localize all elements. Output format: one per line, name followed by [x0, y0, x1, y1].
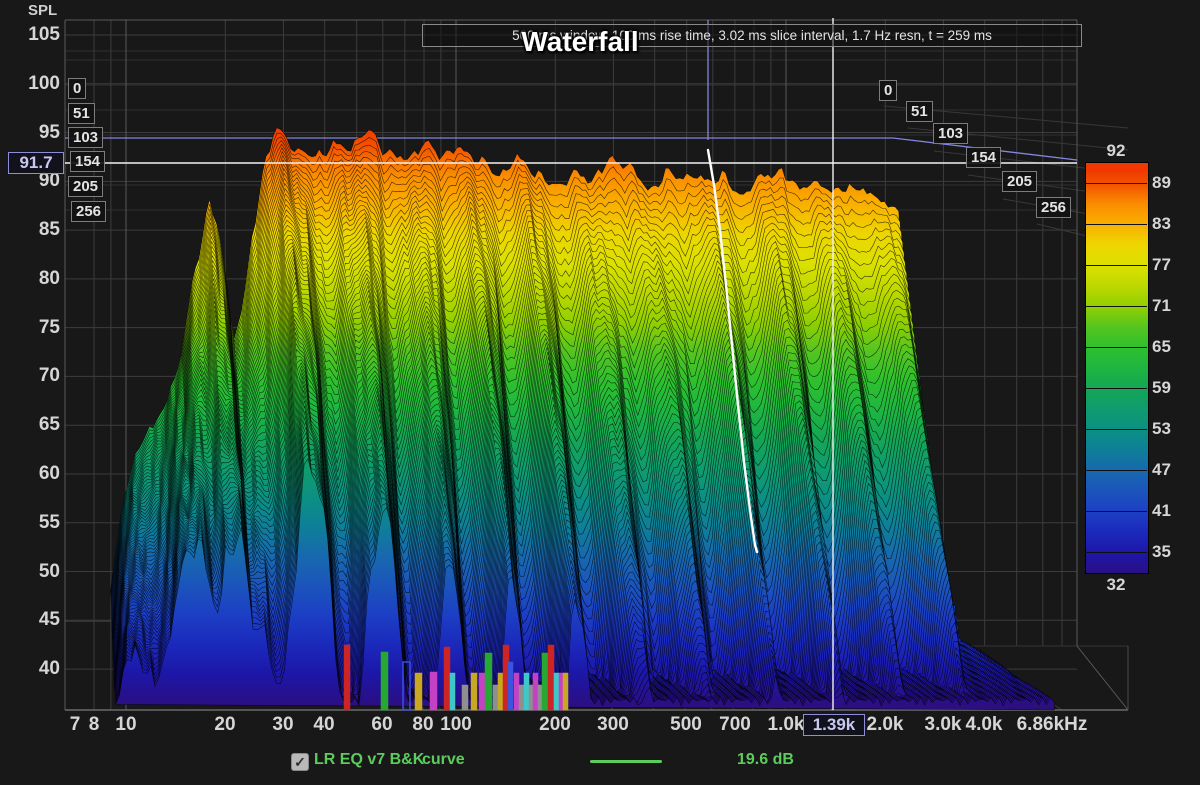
freq-tick-3.0k: 3.0k [924, 714, 962, 735]
freq-tick-40: 40 [313, 714, 335, 735]
color-scale-bar [1085, 162, 1149, 574]
freq-tick-2.0k: 2.0k [866, 714, 904, 735]
colorbar-label-53: 53 [1152, 418, 1171, 438]
colorbar-label-59: 59 [1152, 377, 1171, 397]
analysis-settings-bar: 500 ms window, 100 ms rise time, 3.02 ms… [422, 24, 1082, 47]
spl-tick-75: 75 [38, 316, 60, 338]
legend-line-swatch [590, 760, 662, 763]
colorbar-tick-65 [1085, 346, 1147, 348]
measurement-name[interactable]: LR EQ v7 B&K [314, 751, 425, 768]
freq-tick-300: 300 [597, 714, 629, 735]
freq-tick-10: 10 [115, 714, 137, 735]
colorbar-label-83: 83 [1152, 213, 1171, 233]
freq-tick-20: 20 [214, 714, 236, 735]
time-tick-right-103: 103 [933, 123, 969, 144]
colorbar-tick-41 [1085, 510, 1147, 512]
spl-tick-55: 55 [38, 511, 60, 533]
freq-tick-30: 30 [272, 714, 294, 735]
colorbar-label-89: 89 [1152, 172, 1171, 192]
time-tick-right-154: 154 [966, 147, 1002, 168]
legend-bar: ✓ LR EQ v7 B&K curve 19.6 dB [0, 745, 1200, 781]
spl-tick-40: 40 [38, 658, 60, 680]
spl-tick-105: 105 [28, 24, 60, 45]
colorbar-label-71: 71 [1152, 295, 1171, 315]
colorbar-label-47: 47 [1152, 459, 1171, 479]
spl-axis-unit: SPL [28, 2, 58, 19]
freq-tick-100: 100 [440, 714, 472, 735]
freq-tick-80: 80 [412, 714, 434, 735]
time-tick-left-51: 51 [68, 103, 95, 124]
chart-title: Waterfall [521, 26, 639, 57]
spl-tick-50: 50 [38, 560, 60, 582]
spl-cursor-readout: 91.7 [8, 152, 64, 174]
spl-tick-85: 85 [38, 219, 60, 241]
colorbar-label-65: 65 [1152, 336, 1171, 356]
colorbar-tick-35 [1085, 551, 1147, 553]
colorbar-label-35: 35 [1152, 541, 1171, 561]
spl-tick-95: 95 [38, 121, 60, 143]
colorbar-label-77: 77 [1152, 254, 1171, 274]
spl-tick-60: 60 [38, 462, 60, 484]
colorbar-max-label: 92 [1106, 141, 1126, 160]
spl-tick-45: 45 [38, 609, 60, 631]
time-tick-right-0: 0 [879, 80, 898, 101]
freq-tick-8: 8 [88, 714, 100, 735]
measurement-checkbox[interactable]: ✓ [291, 753, 309, 771]
colorbar-tick-77 [1085, 264, 1147, 266]
colorbar-tick-71 [1085, 305, 1147, 307]
freq-tick-200: 200 [539, 714, 571, 735]
freq-tick-4.0k: 4.0k [965, 714, 1003, 735]
measurement-type-label: curve [422, 751, 465, 768]
spl-tick-90: 90 [38, 170, 60, 192]
time-tick-right-51: 51 [906, 101, 933, 122]
time-tick-left-154: 154 [70, 151, 106, 172]
time-tick-left-103: 103 [68, 127, 104, 148]
freq-tick-500: 500 [670, 714, 702, 735]
colorbar-tick-59 [1085, 387, 1147, 389]
colorbar-tick-47 [1085, 469, 1147, 471]
freq-tick-1.0k: 1.0k [767, 714, 805, 735]
time-tick-right-205: 205 [1002, 171, 1038, 192]
eq-filter-bars [343, 644, 569, 711]
freq-tick-7: 7 [69, 714, 81, 735]
colorbar-label-41: 41 [1152, 500, 1171, 520]
colorbar-tick-53 [1085, 428, 1147, 430]
freq-tick-700: 700 [719, 714, 751, 735]
plot-layers [64, 18, 1129, 711]
time-tick-right-256: 256 [1036, 197, 1072, 218]
freq-cursor-readout: 1.39k [803, 714, 865, 736]
colorbar-tick-83 [1085, 223, 1147, 225]
time-tick-left-0: 0 [68, 78, 87, 99]
spl-tick-65: 65 [38, 414, 60, 436]
freq-tick-60: 60 [371, 714, 393, 735]
time-tick-left-256: 256 [71, 201, 107, 222]
time-tick-left-205: 205 [68, 176, 104, 197]
spl-tick-100: 100 [28, 72, 60, 94]
freq-tick-6.86kHz: 6.86kHz [1016, 714, 1088, 735]
cursor-level-value: 19.6 dB [737, 751, 794, 768]
spl-tick-70: 70 [38, 365, 60, 387]
colorbar-min-label: 32 [1106, 575, 1126, 594]
colorbar-tick-89 [1085, 182, 1147, 184]
spl-tick-80: 80 [38, 267, 60, 289]
